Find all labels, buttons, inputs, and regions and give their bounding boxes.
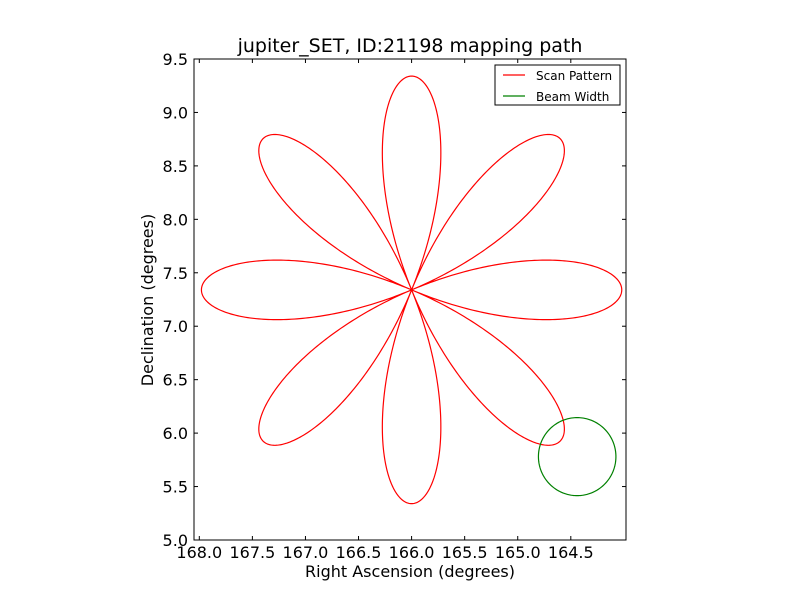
x-tick-label: 166.0 <box>389 543 435 562</box>
axes-frame <box>193 58 627 541</box>
x-axis: 168.0 167.5 167.0 166.5 166.0 165.5 165.0 164.5 <box>176 59 594 562</box>
y-tick-label: 5.0 <box>163 531 188 550</box>
y-tick-label: 7.0 <box>163 317 188 336</box>
series-beam-width <box>537 417 617 497</box>
x-axis-label: Right Ascension (degrees) <box>305 562 515 581</box>
x-tick-label: 167.5 <box>229 543 275 562</box>
legend-label-beam-width: Beam Width <box>536 90 609 104</box>
y-axis-label: Declination (degrees) <box>138 214 157 386</box>
legend: Scan Pattern Beam Width <box>494 64 621 106</box>
x-tick-label: 167.0 <box>283 543 329 562</box>
x-tick-label: 165.5 <box>442 543 488 562</box>
y-tick-label: 5.5 <box>163 478 188 497</box>
y-axis: 5.0 5.5 6.0 6.5 7.0 7.5 8.0 8.5 9.0 9.5 <box>163 50 626 550</box>
y-tick-label: 9.0 <box>163 103 188 122</box>
y-tick-label: 8.5 <box>163 157 188 176</box>
y-tick-label: 7.5 <box>163 264 188 283</box>
legend-label-scan-pattern: Scan Pattern <box>536 69 612 83</box>
legend-box <box>494 64 621 106</box>
y-tick-label: 6.5 <box>163 371 188 390</box>
chart-title: jupiter_SET, ID:21198 mapping path <box>237 35 583 57</box>
plot-area <box>200 75 623 505</box>
series-scan-pattern <box>200 75 623 505</box>
x-tick-label: 165.0 <box>495 543 541 562</box>
x-tick-label: 166.5 <box>336 543 382 562</box>
x-tick-label: 164.5 <box>548 543 594 562</box>
y-tick-label: 6.0 <box>163 424 188 443</box>
y-tick-label: 8.0 <box>163 210 188 229</box>
x-tick-label: 168.0 <box>176 543 222 562</box>
y-tick-label: 9.5 <box>163 50 188 69</box>
